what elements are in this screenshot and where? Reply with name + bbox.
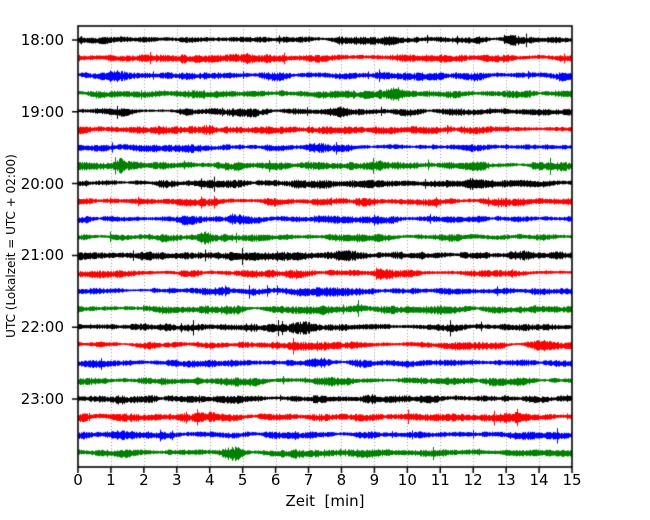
y-tick-label: 20:00 <box>20 174 64 193</box>
x-tick-label: 13 <box>496 471 516 489</box>
x-tick-label: 8 <box>336 471 347 489</box>
y-tick-label: 18:00 <box>20 31 64 49</box>
x-tick-label: 2 <box>139 471 149 489</box>
x-tick-label: 15 <box>562 471 582 489</box>
x-tick-label: 1 <box>106 471 116 489</box>
x-tick-label: 9 <box>369 471 380 489</box>
y-tick-label: 21:00 <box>20 246 64 265</box>
y-tick-label: 23:00 <box>20 390 64 408</box>
x-tick-label: 14 <box>529 471 549 489</box>
x-tick-label: 10 <box>397 471 417 489</box>
x-tick-label: 6 <box>270 471 281 489</box>
y-tick-label: 19:00 <box>20 102 64 121</box>
y-tick-label: 22:00 <box>20 318 64 337</box>
x-tick-label: 11 <box>430 471 450 489</box>
x-tick-label: 7 <box>303 471 314 489</box>
y-axis-title: UTC (Lokalzeit = UTC + 02:00) <box>4 154 18 338</box>
x-tick-label: 12 <box>463 471 483 489</box>
x-tick-label: 4 <box>204 471 215 489</box>
x-tick-label: 5 <box>237 471 248 489</box>
x-tick-label: 3 <box>172 471 182 489</box>
x-axis-title: Zeit [min] <box>285 492 365 510</box>
x-tick-label: 0 <box>73 471 83 489</box>
